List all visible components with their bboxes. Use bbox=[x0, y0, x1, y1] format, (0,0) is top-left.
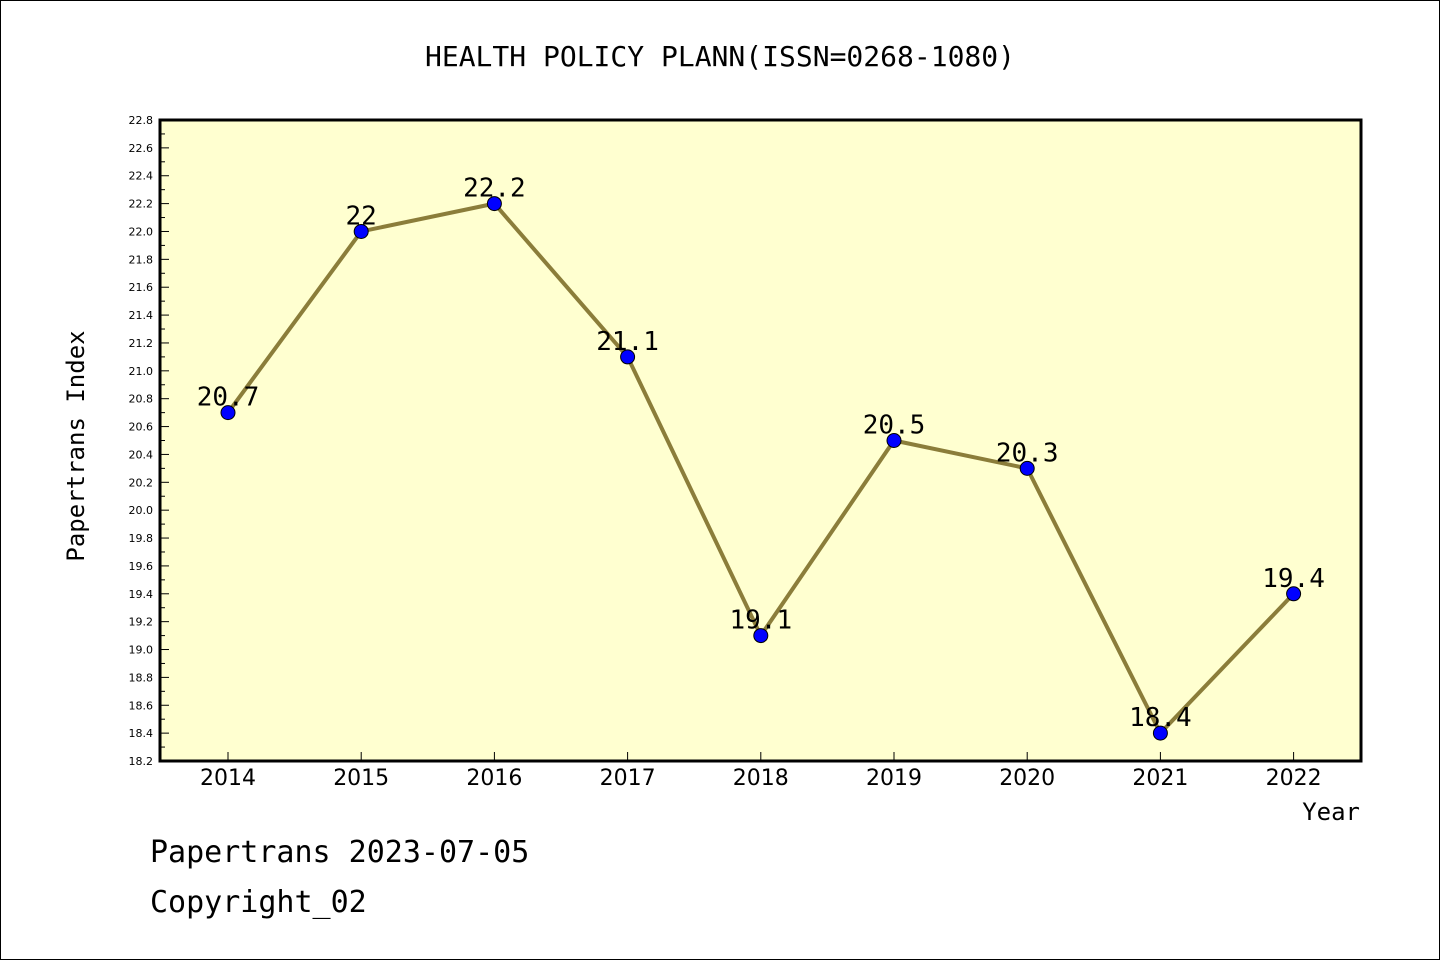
footer-date: Papertrans 2023-07-05 bbox=[150, 835, 530, 870]
y-axis-label: Papertrans Index bbox=[62, 330, 90, 561]
y-tick-label: 20.0 bbox=[129, 504, 154, 517]
y-axis: 18.2 18.4 18.6 18.8 19.0 19.2 19.4 19.6 19.8 20.0… bbox=[129, 114, 169, 768]
footer-copyright: Copyright_02 bbox=[150, 885, 367, 920]
y-tick-label: 19.8 bbox=[129, 532, 154, 545]
data-point-2019 bbox=[886, 433, 902, 448]
data-label-2015: 22 bbox=[346, 201, 377, 231]
y-tick-label: 20.8 bbox=[129, 393, 154, 406]
plot-area bbox=[158, 118, 1363, 763]
y-tick-label: 21.2 bbox=[129, 337, 154, 350]
y-tick-label: 19.0 bbox=[129, 644, 154, 657]
y-tick-label: 22.2 bbox=[129, 198, 154, 211]
y-tick-label: 19.6 bbox=[129, 560, 154, 573]
x-tick-label: 2021 bbox=[1132, 766, 1188, 791]
x-axis: 2014 2015 2016 2017 2018 2019 2020 2021 2022 bbox=[200, 752, 1322, 791]
x-axis-label: Year bbox=[1302, 798, 1360, 826]
x-tick-label: 2022 bbox=[1266, 766, 1322, 791]
data-point-2022 bbox=[1286, 586, 1302, 602]
data-point-2018 bbox=[753, 628, 769, 644]
y-tick-label: 20.6 bbox=[129, 421, 154, 434]
chart-title: HEALTH POLICY PLANN(ISSN=0268-1080) bbox=[425, 40, 1015, 73]
data-point-2014 bbox=[220, 405, 236, 421]
x-tick-label: 2016 bbox=[466, 766, 522, 791]
data-label-2022: 19.4 bbox=[1262, 564, 1325, 594]
x-tick-label: 2020 bbox=[999, 766, 1055, 791]
data-point-2017 bbox=[620, 349, 636, 365]
data-label-2016: 22.2 bbox=[463, 174, 526, 204]
y-tick-label: 19.4 bbox=[129, 588, 154, 601]
y-tick-label: 22.8 bbox=[129, 114, 154, 127]
y-tick-label: 18.8 bbox=[129, 671, 154, 684]
y-tick-label: 22.6 bbox=[129, 142, 154, 155]
data-label-2014: 20.7 bbox=[197, 383, 260, 413]
y-tick-label: 20.2 bbox=[129, 476, 154, 489]
data-point-2015 bbox=[353, 223, 369, 239]
y-tick-label: 18.6 bbox=[129, 699, 154, 712]
x-tick-label: 2019 bbox=[866, 766, 922, 791]
y-tick-label: 22.4 bbox=[129, 170, 154, 183]
y-tick-label: 19.2 bbox=[129, 616, 154, 629]
data-label-2017: 21.1 bbox=[596, 327, 659, 357]
data-labels: 20.7 22 22.2 21.1 19.1 20.5 20.3 18.4 19.4 bbox=[197, 174, 1325, 734]
x-tick-label: 2015 bbox=[333, 766, 389, 791]
data-label-2018: 19.1 bbox=[729, 606, 792, 636]
y-tick-label: 21.0 bbox=[129, 365, 154, 378]
y-tick-label: 20.4 bbox=[129, 448, 154, 461]
y-tick-label: 21.6 bbox=[129, 281, 154, 294]
y-tick-label: 21.8 bbox=[129, 253, 154, 266]
y-tick-label: 18.2 bbox=[129, 755, 154, 768]
y-tick-label: 22.0 bbox=[129, 225, 154, 238]
markers bbox=[220, 196, 1302, 741]
data-label-2020: 20.3 bbox=[996, 438, 1059, 468]
data-label-2021: 18.4 bbox=[1129, 703, 1192, 733]
data-label-2019: 20.5 bbox=[863, 411, 926, 441]
x-tick-label: 2018 bbox=[733, 766, 789, 791]
y-tick-label: 21.4 bbox=[129, 309, 154, 322]
x-tick-label: 2017 bbox=[600, 766, 656, 791]
data-point-2016 bbox=[486, 196, 502, 212]
data-point-2021 bbox=[1152, 725, 1168, 741]
y-tick-label: 18.4 bbox=[129, 727, 154, 740]
data-point-2020 bbox=[1019, 460, 1035, 476]
x-tick-label: 2014 bbox=[200, 766, 256, 791]
